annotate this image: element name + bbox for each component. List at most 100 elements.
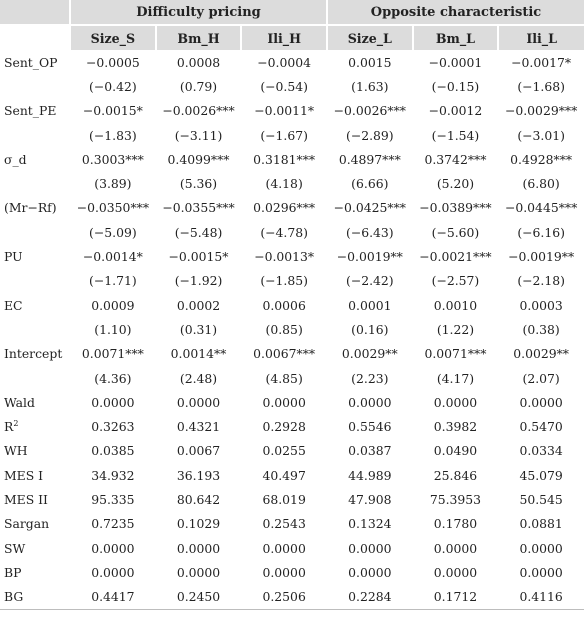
- table-cell: (5.36): [179, 176, 218, 192]
- table-row: BP 0.0000 0.0000 0.0000 0.0000 0.0000 0.0000: [0, 560, 584, 584]
- table-cell: 0.0000: [348, 564, 392, 580]
- row-label: WH: [4, 443, 28, 459]
- table-cell: 0.0000: [262, 394, 306, 410]
- table-cell: 0.0000: [348, 540, 392, 556]
- row-label: [0, 171, 70, 195]
- table-cell: (6.80): [522, 176, 560, 192]
- row-label: [0, 317, 70, 341]
- table-cell: 36.193: [176, 467, 221, 483]
- table-cell: 0.0000: [176, 540, 221, 556]
- table-cell: (−0.42): [89, 78, 137, 94]
- row-label: BG: [0, 584, 71, 610]
- table-cell: −0.0013*: [254, 249, 315, 265]
- table-cell: 45.079: [519, 467, 563, 483]
- table-cell: 0.1780: [433, 516, 478, 532]
- row-label: Wald: [4, 394, 35, 410]
- table-row: (−0.42) (0.79) (−0.54) (1.63) (−0.15) (−1.68): [0, 74, 584, 98]
- row-label: [0, 74, 70, 98]
- table-cell: (−1.92): [174, 273, 223, 289]
- table-cell: 0.0006: [262, 297, 306, 313]
- column-header: Size_S: [69, 25, 156, 50]
- table-cell: (−6.16): [517, 224, 565, 240]
- column-header: Ili_H: [240, 25, 327, 50]
- table-cell: (−2.18): [517, 273, 565, 289]
- table-cell: 0.0000: [91, 540, 135, 556]
- table-row: (−5.09) (−5.48) (−4.78) (−6.43) (−5.60) (−6.1…: [0, 220, 584, 244]
- table-row: Wald 0.0000 0.0000 0.0000 0.0000 0.0000 0.0000: [0, 390, 584, 414]
- table-cell: 0.0000: [176, 394, 221, 410]
- table-cell: 0.0002: [176, 297, 221, 313]
- table-cell: 0.0000: [433, 564, 478, 580]
- table-cell: 0.4116: [498, 584, 584, 610]
- table-cell: −0.0355***: [162, 200, 235, 216]
- table-cell: 0.2543: [262, 516, 306, 532]
- table-cell: 0.0385: [91, 443, 135, 459]
- table-cell: −0.0026***: [333, 103, 406, 119]
- table-cell: 40.497: [262, 467, 306, 483]
- table-row: (1.10) (0.31) (0.85) (0.16) (1.22) (0.38): [0, 317, 584, 341]
- table-cell: 0.4099***: [167, 151, 230, 167]
- table-cell: (−2.89): [345, 127, 394, 143]
- table-cell: 0.0334: [519, 443, 563, 459]
- table-cell: 0.3003***: [81, 151, 144, 167]
- table-cell: (6.66): [351, 176, 389, 192]
- table-cell: 0.3742***: [424, 151, 487, 167]
- column-header-row: Size_S Bm_H Ili_H Size_L Bm_L Ili_L: [0, 25, 584, 50]
- table-row: Intercept 0.0071*** 0.0014** 0.0067*** 0.002…: [0, 342, 584, 366]
- group-header-opposite-characteristic: Opposite characteristic: [325, 0, 584, 26]
- table-cell: 0.1324: [348, 516, 392, 532]
- table-cell: 0.0010: [433, 297, 478, 313]
- table-cell: (1.63): [351, 78, 389, 94]
- table-cell: (1.22): [436, 321, 475, 337]
- table-cell: 0.0000: [519, 540, 563, 556]
- row-label: [0, 269, 70, 293]
- table-cell: 0.3263: [91, 419, 135, 435]
- table-row: σ_d 0.3003*** 0.4099*** 0.3181*** 0.4897*** 0…: [0, 147, 584, 171]
- row-label: [0, 220, 70, 244]
- table-cell: 34.932: [91, 467, 135, 483]
- table-cell: (1.10): [94, 321, 132, 337]
- table-cell: −0.0017*: [511, 54, 572, 70]
- table-cell: (−5.60): [431, 224, 480, 240]
- table-cell: −0.0021***: [419, 249, 492, 265]
- table-cell: 0.0000: [348, 394, 392, 410]
- row-label: Sargan: [4, 516, 50, 532]
- table-cell: (−5.48): [174, 224, 223, 240]
- table-row: SW 0.0000 0.0000 0.0000 0.0000 0.0000 0.0000: [0, 536, 584, 560]
- table-row: Sargan 0.7235 0.1029 0.2543 0.1324 0.1780 0.08…: [0, 512, 584, 536]
- table-cell: 0.4928***: [510, 151, 573, 167]
- table-cell: 0.0255: [262, 443, 306, 459]
- table-cell: 75.3953: [429, 491, 482, 507]
- table-cell: 0.0029**: [513, 346, 569, 362]
- table-cell: 0.5470: [519, 419, 563, 435]
- row-label: [0, 366, 70, 390]
- table-cell: 0.1712: [412, 584, 499, 610]
- table-cell: 0.0029**: [341, 346, 398, 362]
- table-cell: (0.79): [179, 78, 218, 94]
- row-label: (Mr−Rf): [4, 200, 57, 216]
- table-cell: (0.38): [522, 321, 560, 337]
- table-cell: 0.0067***: [253, 346, 316, 362]
- table-cell: 95.335: [91, 491, 135, 507]
- table-cell: (−2.42): [345, 273, 394, 289]
- table-cell: 0.0000: [262, 540, 306, 556]
- row-label: PU: [4, 249, 23, 265]
- table-cell: 47.908: [348, 491, 392, 507]
- table-cell: 0.0071***: [81, 346, 144, 362]
- table-cell: 0.0000: [519, 564, 563, 580]
- table-cell: 0.0000: [262, 564, 306, 580]
- table-row: Sent_OP −0.0005 0.0008 −0.0004 0.0015 −0.0001…: [0, 50, 584, 74]
- table-cell: (−1.54): [431, 127, 480, 143]
- table-cell: (5.20): [436, 176, 475, 192]
- table-cell: (−6.43): [345, 224, 394, 240]
- table-cell: (0.16): [351, 321, 389, 337]
- row-label: σ_d: [4, 151, 27, 167]
- table-cell: (−0.15): [431, 78, 480, 94]
- table-cell: 0.2284: [326, 584, 413, 610]
- table-row: R2 0.3263 0.4321 0.2928 0.5546 0.3982 0.5470: [0, 414, 584, 438]
- table-cell: (−1.85): [260, 273, 308, 289]
- table-cell: 0.0000: [176, 564, 221, 580]
- table-cell: 0.2928: [262, 419, 306, 435]
- table-cell: (−1.68): [517, 78, 565, 94]
- table-cell: 0.5546: [348, 419, 392, 435]
